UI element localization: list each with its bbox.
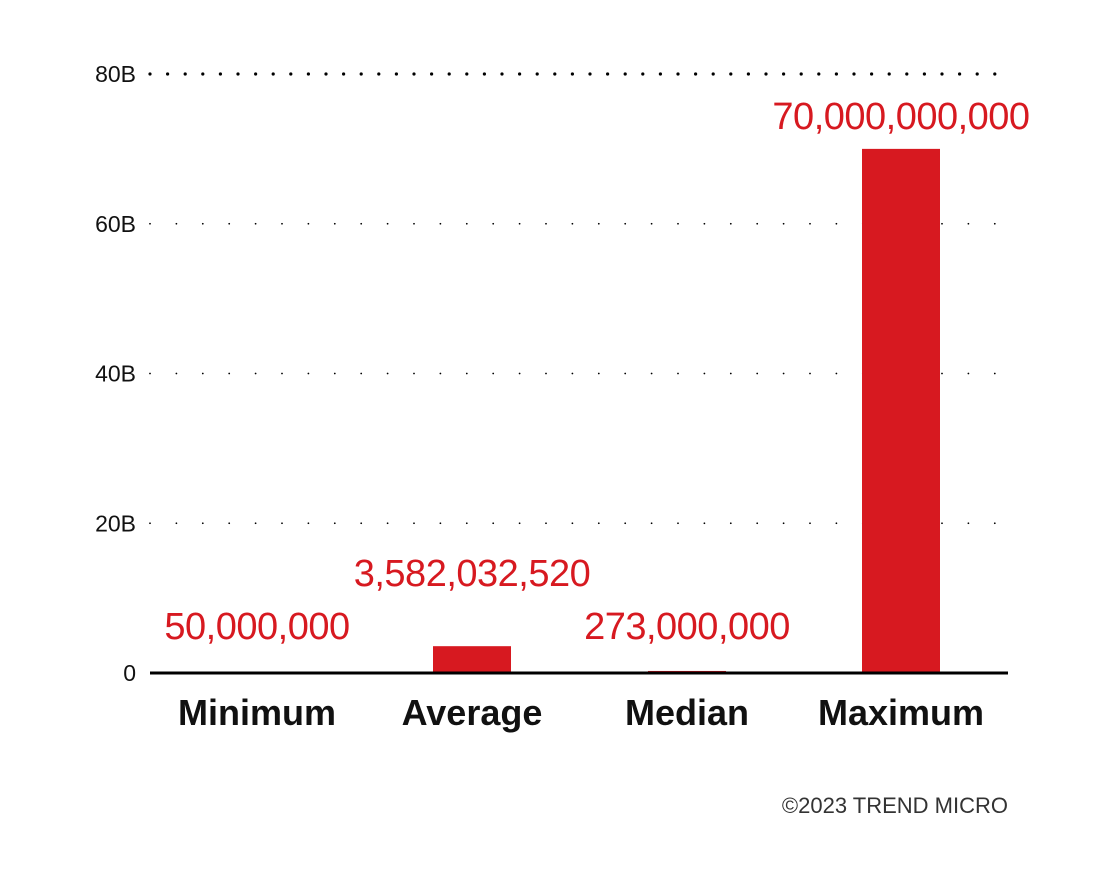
x-category-label: Median (625, 692, 749, 733)
bar-average (433, 646, 511, 673)
y-tick-label: 20B (95, 510, 136, 536)
x-category-label: Average (402, 692, 543, 733)
data-label-minimum: 50,000,000 (164, 606, 349, 648)
y-tick-label: 60B (95, 211, 136, 237)
data-label-median: 273,000,000 (584, 606, 790, 648)
x-category-label: Minimum (178, 692, 336, 733)
data-label-maximum: 70,000,000,000 (772, 96, 1029, 138)
copyright-footer: ©2023 TREND MICRO (781, 793, 1008, 818)
x-category-label: Maximum (818, 692, 984, 733)
data-label-average: 3,582,032,520 (354, 553, 591, 595)
y-tick-label: 40B (95, 361, 136, 387)
y-tick-label: 80B (95, 61, 136, 87)
bar-maximum (862, 148, 940, 673)
y-tick-label: 0 (123, 660, 136, 686)
